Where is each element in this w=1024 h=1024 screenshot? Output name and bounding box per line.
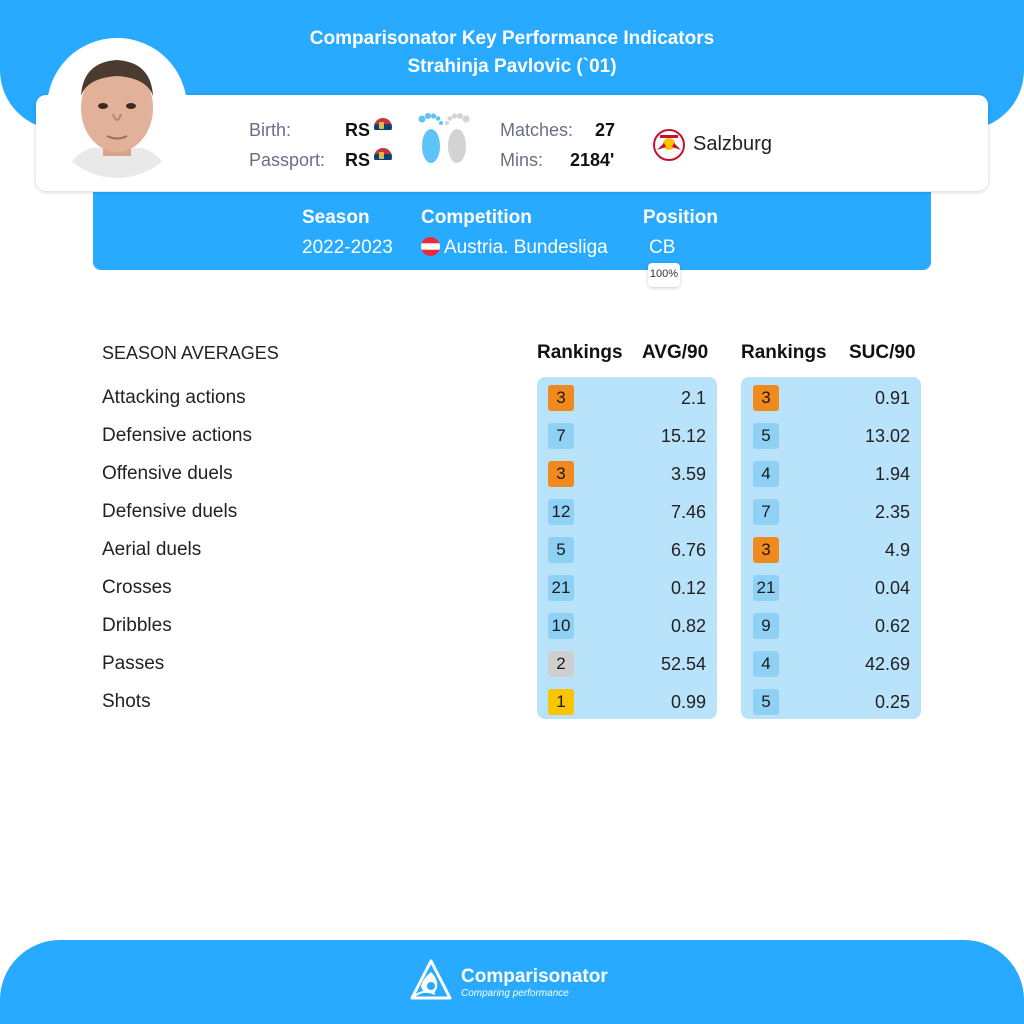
rank-avg-badge: 7 (548, 423, 574, 449)
footedness-icon (414, 110, 474, 172)
suc-value: 2.35 (874, 502, 910, 522)
row-label: Dribbles (102, 615, 172, 636)
rank-avg-badge: 1 (548, 689, 574, 715)
club-logo-icon (652, 128, 686, 162)
row-label: Crosses (102, 577, 172, 598)
rank-suc-badge: 21 (753, 575, 779, 601)
row-label: Attacking actions (102, 387, 246, 408)
suc-header: SUC/90 (849, 342, 916, 363)
season-label: Season (302, 207, 370, 228)
row-label: Aerial duels (102, 539, 202, 560)
footer-tagline: Comparing performance (461, 988, 569, 999)
rank-suc-badge: 5 (753, 423, 779, 449)
avg-value: 6.76 (670, 540, 706, 560)
suc-value: 0.62 (874, 616, 910, 636)
row-label: Passes (102, 653, 165, 674)
mins-label: Mins: (500, 150, 544, 170)
season-info-box (93, 192, 931, 270)
rank-suc-badge: 4 (753, 651, 779, 677)
avg-value: 3.59 (670, 464, 706, 484)
rank-suc-badge: 4 (753, 461, 779, 487)
club-name: Salzburg (693, 133, 772, 155)
rank-avg-badge: 10 (548, 613, 574, 639)
position-label: Position (643, 207, 718, 228)
rank-suc-badge: 5 (753, 689, 779, 715)
suc-value: 4.9 (884, 540, 910, 560)
suc-value: 0.25 (874, 692, 910, 712)
rankings-header-suc: Rankings (741, 342, 827, 363)
suc-value: 0.04 (874, 578, 910, 598)
player-info-card (36, 95, 988, 191)
rankings-header-avg: Rankings (537, 342, 623, 363)
competition-value: Austria. Bundesliga (444, 237, 608, 258)
row-label: Defensive duels (102, 501, 238, 522)
suc-value: 0.91 (874, 388, 910, 408)
rank-suc-badge: 3 (753, 385, 779, 411)
player-avatar (47, 38, 187, 178)
serbia-flag-icon (374, 148, 392, 166)
matches-label: Matches: (500, 120, 574, 140)
rank-avg-badge: 5 (548, 537, 574, 563)
avg-value: 0.82 (670, 616, 706, 636)
row-label: Shots (102, 691, 151, 712)
rank-avg-badge: 21 (548, 575, 574, 601)
season-value: 2022-2023 (302, 237, 393, 258)
row-label: Defensive actions (102, 425, 252, 446)
row-label: Offensive duels (102, 463, 233, 484)
avg-value: 7.46 (670, 502, 706, 522)
birth-label: Birth: (249, 120, 292, 140)
comparisonator-logo-icon (409, 958, 453, 1004)
player-name: Strahinja Pavlovic (`01) (407, 56, 617, 77)
avg-header: AVG/90 (642, 342, 709, 363)
section-title: SEASON AVERAGES (102, 343, 279, 363)
avg-value: 15.12 (660, 426, 706, 446)
avg-value: 2.1 (680, 388, 706, 408)
birth-country: RS (345, 120, 371, 140)
avg-value: 0.99 (670, 692, 706, 712)
footer-brand: Comparisonator (461, 966, 608, 987)
rank-avg-badge: 3 (548, 385, 574, 411)
footer-bar (0, 940, 1024, 1024)
suc-value: 13.02 (864, 426, 910, 446)
avg-value: 0.12 (670, 578, 706, 598)
rank-suc-badge: 7 (753, 499, 779, 525)
rank-avg-badge: 12 (548, 499, 574, 525)
rank-avg-badge: 3 (548, 461, 574, 487)
passport-label: Passport: (249, 150, 326, 170)
rank-suc-badge: 9 (753, 613, 779, 639)
avg-value: 52.54 (660, 654, 706, 674)
rank-suc-badge: 3 (753, 537, 779, 563)
competition-label: Competition (421, 207, 532, 228)
position-value: CB (649, 237, 676, 258)
rank-avg-badge: 2 (548, 651, 574, 677)
passport-country: RS (345, 150, 371, 170)
suc-value: 1.94 (874, 464, 910, 484)
position-share-badge: 100% (648, 263, 680, 287)
suc-value: 42.69 (864, 654, 910, 674)
matches-value: 27 (595, 120, 616, 140)
page-title: Comparisonator Key Performance Indicator… (309, 28, 715, 49)
mins-value: 2184' (570, 150, 615, 170)
serbia-flag-icon (374, 118, 392, 136)
austria-flag-icon (421, 237, 440, 256)
